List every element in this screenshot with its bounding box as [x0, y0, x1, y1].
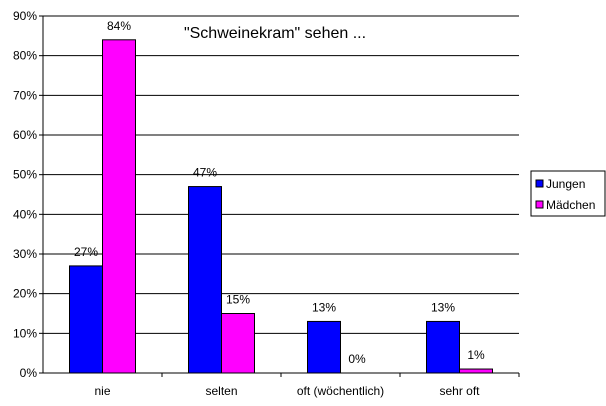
y-tick-label: 90%	[13, 9, 37, 23]
bar-jungen	[307, 320, 341, 374]
axes	[39, 15, 520, 377]
y-tick-labels: 0% 10% 20% 30% 40% 50% 60% 70% 80% 90%	[13, 9, 37, 380]
y-tick-label: 50%	[13, 168, 37, 182]
bar-jungen	[69, 265, 103, 374]
legend-swatch-maedchen	[535, 200, 544, 209]
bar-jungen	[188, 186, 222, 374]
y-tick-label: 60%	[13, 128, 37, 142]
data-label: 84%	[107, 19, 131, 33]
data-label: 27%	[74, 245, 98, 259]
legend: Jungen Mädchen	[530, 170, 606, 217]
bar-maedchen	[221, 313, 255, 374]
data-label: 1%	[467, 348, 485, 362]
chart-title: "Schweinekram" sehen ...	[184, 25, 366, 42]
bar-jungen	[426, 320, 460, 374]
y-tick-label: 10%	[13, 326, 37, 340]
data-label: 13%	[312, 300, 336, 314]
x-tick-label: sehr oft	[439, 384, 480, 398]
x-tick-label: oft (wöchentlich)	[297, 384, 384, 398]
bar-maedchen	[102, 39, 136, 374]
data-labels: 27% 84% 47% 15% 13% 0% 13% 1%	[74, 19, 485, 366]
x-tick-label: selten	[205, 384, 237, 398]
bars	[69, 39, 493, 374]
y-tick-label: 20%	[13, 287, 37, 301]
bar-maedchen	[459, 368, 493, 374]
legend-label-maedchen: Mädchen	[546, 198, 595, 212]
y-tick-label: 40%	[13, 207, 37, 221]
y-tick-label: 80%	[13, 49, 37, 63]
y-tick-label: 0%	[20, 366, 38, 380]
legend-swatch-jungen	[535, 179, 544, 188]
data-label: 13%	[431, 300, 455, 314]
y-tick-label: 70%	[13, 88, 37, 102]
x-tick-labels: nie selten oft (wöchentlich) sehr oft	[94, 384, 480, 398]
x-tick-label: nie	[94, 384, 110, 398]
data-label: 15%	[226, 293, 250, 307]
y-tick-label: 30%	[13, 247, 37, 261]
legend-label-jungen: Jungen	[546, 177, 585, 191]
data-label: 47%	[193, 166, 217, 180]
data-label: 0%	[348, 352, 366, 366]
